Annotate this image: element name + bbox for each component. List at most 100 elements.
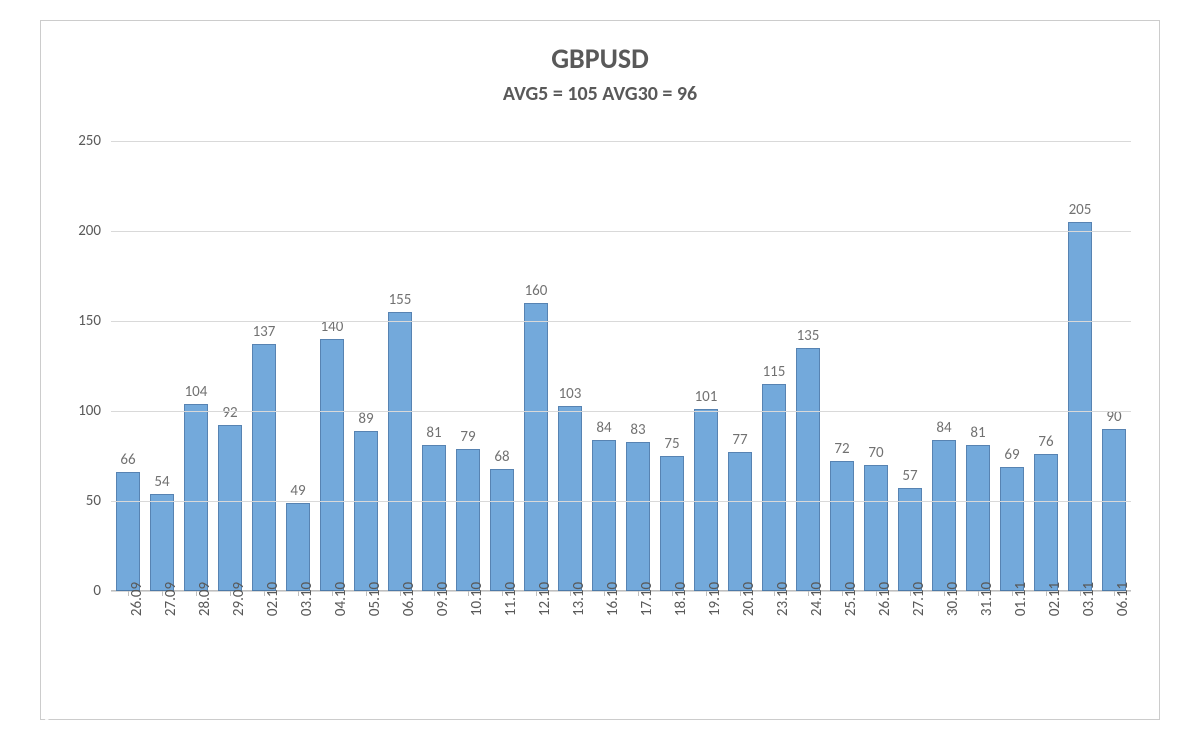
bar-value-label: 79 [460,428,475,446]
x-label-slot: 03.10 [281,591,315,691]
bar-value-label: 81 [970,424,985,442]
bar-value-label: 104 [185,383,208,401]
bar: 66 [116,472,140,591]
bar-slot: 68 [485,141,519,591]
bar: 83 [626,442,650,591]
bar-value-label: 69 [1004,446,1019,464]
bar-value-label: 70 [868,444,883,462]
x-axis-tick [706,591,707,596]
bar-slot: 90 [1097,141,1131,591]
x-axis-tick-label: 11.10 [502,582,520,616]
x-axis-tick-label: 01.11 [1012,582,1030,616]
x-label-slot: 27.10 [893,591,927,691]
bar-value-label: 155 [389,291,412,309]
bar-slot: 92 [213,141,247,591]
bar-slot: 115 [757,141,791,591]
x-axis-tick [808,591,809,596]
bar-value-label: 49 [290,482,305,500]
bar-value-label: 81 [426,424,441,442]
x-label-slot: 13.10 [553,591,587,691]
bar: 140 [320,339,344,591]
x-label-slot: 16.10 [587,591,621,691]
bar: 54 [150,494,174,591]
bar: 69 [1000,467,1024,591]
bar-slot: 89 [349,141,383,591]
x-label-slot: 12.10 [519,591,553,691]
bar-value-label: 68 [494,448,509,466]
gridline: 50 [111,501,1131,502]
x-label-slot: 17.10 [621,591,655,691]
bar-slot: 103 [553,141,587,591]
x-label-slot: 20.10 [723,591,757,691]
x-axis-tick [162,591,163,596]
bar: 135 [796,348,820,591]
bar: 155 [388,312,412,591]
bar-value-label: 76 [1038,433,1053,451]
x-axis-tick-label: 27.10 [910,582,928,616]
x-label-slot: 24.10 [791,591,825,691]
bar-value-label: 137 [253,323,276,341]
x-axis-tick-label: 31.10 [978,582,996,616]
bar: 81 [422,445,446,591]
bar: 70 [864,465,888,591]
bar: 115 [762,384,786,591]
gridline: 250 [111,141,1131,142]
x-axis-tick-label: 03.11 [1080,582,1098,616]
x-axis-tick-label: 28.09 [196,582,214,616]
bar-slot: 104 [179,141,213,591]
bar-slot: 84 [587,141,621,591]
bar-slot: 140 [315,141,349,591]
x-axis-tick [842,591,843,596]
bar-slot: 160 [519,141,553,591]
x-axis-tick-label: 26.09 [128,582,146,616]
chart-subtitle: AVG5 = 105 AVG30 = 96 [41,82,1159,106]
bar-slot: 83 [621,141,655,591]
bars-group: 6654104921374914089155817968160103848375… [111,141,1131,591]
y-axis-tick-label: 100 [78,402,101,420]
x-axis-tick [570,591,571,596]
bar: 77 [728,452,752,591]
x-axis-tick [536,591,537,596]
x-axis-tick-label: 23.10 [774,582,792,616]
bar: 84 [592,440,616,591]
x-axis-tick [740,591,741,596]
bar-slot: 81 [961,141,995,591]
x-axis-tick [876,591,877,596]
bar-slot: 69 [995,141,1029,591]
x-label-slot: 05.10 [349,591,383,691]
bar: 103 [558,406,582,591]
bar-slot: 155 [383,141,417,591]
x-axis-tick [910,591,911,596]
y-axis-tick-label: 0 [93,582,101,600]
x-axis-tick [638,591,639,596]
x-label-slot: 18.10 [655,591,689,691]
x-axis-tick-label: 18.10 [672,582,690,616]
watermark-brand: InstaForex [62,701,159,723]
x-axis-tick [298,591,299,596]
bar-value-label: 54 [154,473,169,491]
bar-slot: 54 [145,141,179,591]
bar: 76 [1034,454,1058,591]
x-axis-tick-label: 06.11 [1114,582,1132,616]
x-axis-tick [1114,591,1115,596]
x-axis-tick-label: 13.10 [570,582,588,616]
x-label-slot: 03.11 [1063,591,1097,691]
x-label-slot: 11.10 [485,591,519,691]
y-axis-tick-label: 150 [78,312,101,330]
x-axis: 26.0927.0928.0929.0902.1003.1004.1005.10… [111,591,1131,691]
gridline: 100 [111,411,1131,412]
x-label-slot: 31.10 [961,591,995,691]
bar: 89 [354,431,378,591]
x-axis-tick-label: 12.10 [536,582,554,616]
bar: 68 [490,469,514,591]
bar-value-label: 66 [120,451,135,469]
x-label-slot: 01.11 [995,591,1029,691]
x-axis-tick-label: 29.09 [230,582,248,616]
bar-value-label: 83 [630,421,645,439]
x-axis-tick-label: 20.10 [740,582,758,616]
x-axis-tick [434,591,435,596]
x-label-slot: 04.10 [315,591,349,691]
x-axis-tick [1046,591,1047,596]
x-axis-tick-label: 05.10 [366,582,384,616]
x-axis-tick [332,591,333,596]
